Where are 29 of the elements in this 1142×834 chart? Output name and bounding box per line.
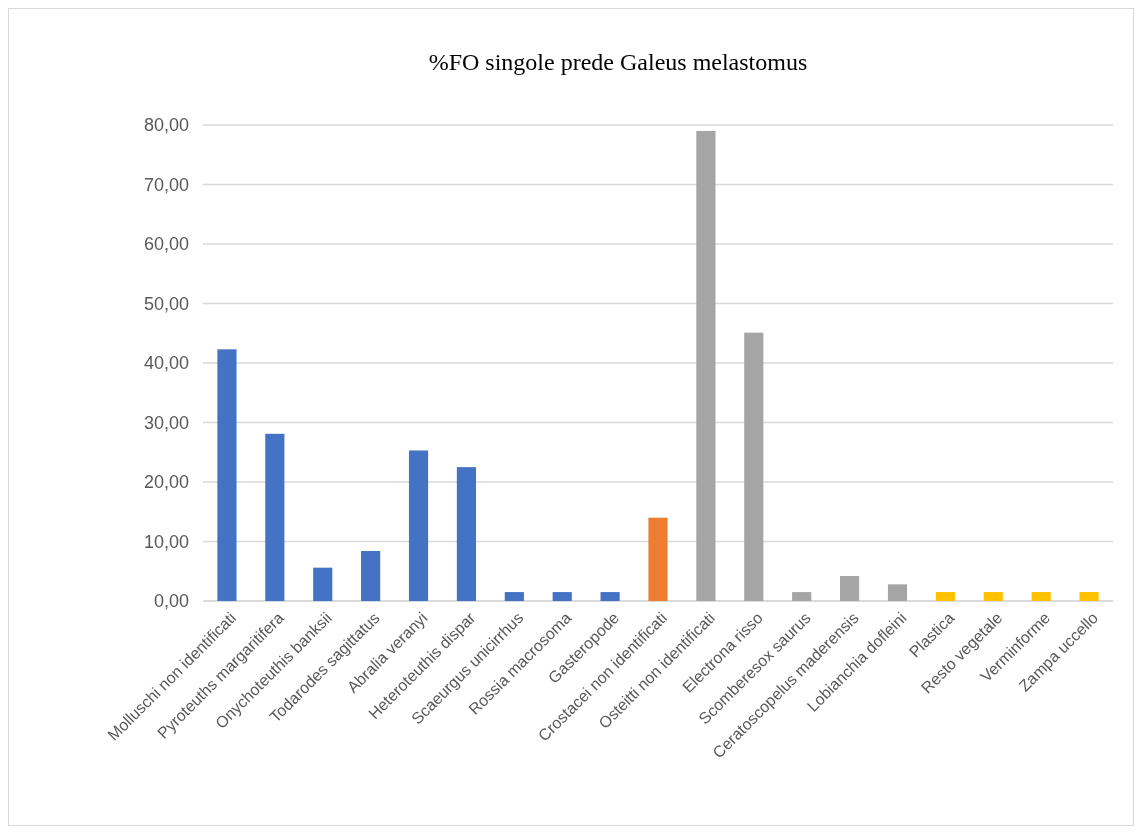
bar	[408, 450, 429, 601]
y-tick-label: 70,00	[143, 174, 189, 195]
bar	[265, 433, 285, 601]
bar	[840, 576, 860, 601]
bar	[600, 592, 620, 601]
bar	[887, 584, 908, 601]
bar	[983, 592, 1003, 601]
y-tick-label: 40,00	[143, 353, 189, 374]
bar	[1031, 592, 1051, 601]
bar	[361, 551, 381, 601]
chart-title: %FO singole prede Galeus melastomus	[428, 49, 808, 75]
y-tick-label: 80,00	[143, 115, 189, 136]
bar	[792, 592, 812, 601]
y-tick-label: 20,00	[143, 472, 189, 493]
bar	[313, 567, 333, 601]
y-tick-label: 30,00	[143, 412, 189, 433]
y-tick-label: 50,00	[143, 293, 189, 314]
bar	[217, 349, 237, 601]
bar	[504, 592, 524, 601]
bar	[552, 592, 572, 601]
bar	[648, 517, 668, 601]
bar	[696, 130, 716, 601]
y-tick-label: 0,00	[153, 591, 189, 612]
bar	[935, 592, 955, 601]
bar	[456, 467, 476, 601]
bar	[744, 332, 764, 601]
y-tick-label: 10,00	[143, 531, 189, 552]
y-tick-label: 60,00	[143, 234, 189, 255]
bar	[1079, 592, 1099, 601]
